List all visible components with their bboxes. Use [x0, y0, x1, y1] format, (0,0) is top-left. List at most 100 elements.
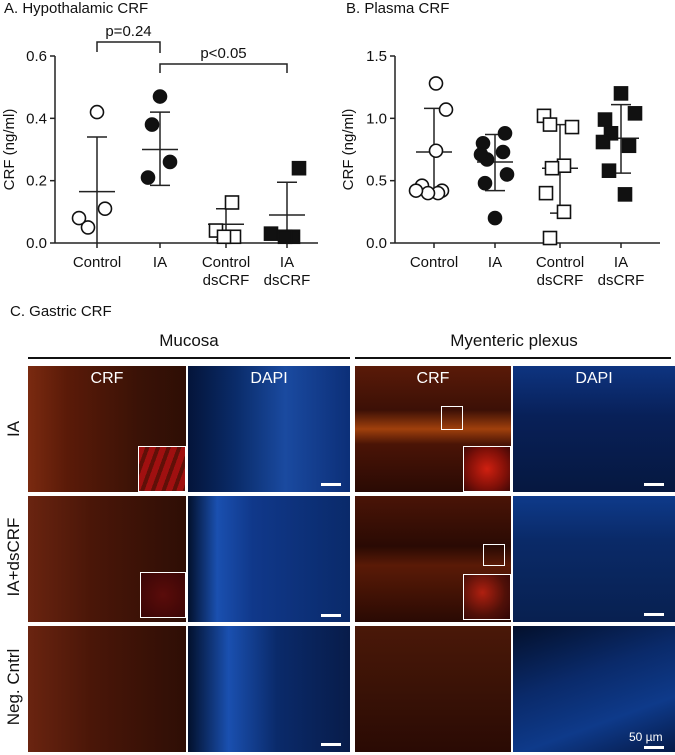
series-control-dscrf	[208, 195, 244, 245]
image-neg-mucosa-dapi	[188, 626, 350, 752]
y-tick-label: 0.5	[366, 173, 387, 190]
data-point	[544, 160, 560, 176]
data-point	[224, 195, 240, 210]
y-tick-label: 0.6	[26, 48, 47, 65]
scale-bar	[321, 483, 341, 486]
series-control	[408, 76, 454, 201]
image-ia-mucosa-crf: CRF	[28, 366, 186, 492]
data-point	[162, 154, 178, 170]
significance-bracket: p=0.24	[96, 23, 161, 53]
data-point	[80, 220, 96, 235]
data-point	[613, 86, 629, 101]
y-tick-label: 0.0	[366, 235, 387, 252]
scale-bar	[321, 614, 341, 617]
data-point	[420, 185, 436, 201]
x-tick-label: dsCRF	[598, 272, 645, 289]
series-ia	[140, 89, 178, 187]
panel-a-title: A. Hypothalamic CRF	[4, 0, 149, 17]
y-tick-label: 1.0	[366, 110, 387, 127]
panel-b-title: B. Plasma CRF	[346, 0, 450, 17]
y-axis-label: CRF (ng/ml)	[340, 109, 357, 191]
row-label-ia: IA	[4, 420, 23, 438]
data-point	[621, 138, 637, 154]
data-point	[71, 210, 87, 226]
image-ia-dscrf-mucosa-crf	[28, 496, 186, 622]
x-tick-label: Control	[410, 254, 458, 271]
group-underline-myenteric	[355, 357, 671, 359]
y-tick-label: 1.5	[366, 48, 387, 65]
scale-bar	[644, 746, 664, 749]
series-ia-dscrf	[595, 86, 643, 202]
bracket-line	[159, 63, 288, 73]
data-point	[556, 158, 572, 174]
group-underline-mucosa	[28, 357, 350, 359]
stain-label: CRF	[90, 370, 124, 387]
x-tick-label: IA	[614, 254, 628, 271]
stain-label: CRF	[416, 370, 450, 387]
group-header-mucosa: Mucosa	[159, 331, 219, 350]
data-point	[595, 134, 611, 150]
data-point	[263, 226, 279, 241]
data-point	[277, 229, 293, 245]
data-point	[542, 117, 558, 132]
image-ia-plexus-dapi: DAPI	[513, 366, 675, 492]
image-ia-mucosa-dapi: DAPI	[188, 366, 350, 492]
significance-label: p=0.24	[105, 23, 151, 40]
row-label-ia-dscrf: IA+dsCRF	[4, 517, 23, 597]
x-tick-label: dsCRF	[537, 272, 584, 289]
inset-zoom	[463, 574, 511, 620]
data-point	[152, 89, 168, 104]
y-tick-label: 0.2	[26, 173, 47, 190]
image-ia-plexus-crf: CRF	[355, 366, 511, 492]
data-point	[144, 117, 160, 132]
x-tick-label: dsCRF	[264, 272, 311, 289]
data-point	[499, 167, 515, 182]
data-point	[617, 187, 633, 202]
x-tick-label: Control	[536, 254, 584, 271]
inset-zoom	[463, 446, 511, 492]
x-tick-label: IA	[488, 254, 502, 271]
series-ia-dscrf	[263, 160, 307, 245]
row-label-neg-cntrl: Neg. Cntrl	[4, 648, 23, 726]
x-tick-label: dsCRF	[203, 272, 250, 289]
data-point	[428, 76, 444, 91]
data-point	[477, 175, 493, 191]
stain-label: DAPI	[250, 370, 288, 387]
scale-bar	[644, 613, 664, 616]
scale-label: 50 µm	[629, 730, 663, 744]
image-ia-dscrf-mucosa-dapi	[188, 496, 350, 622]
x-tick-label: Control	[73, 254, 121, 271]
scale-bar	[321, 743, 341, 746]
data-point	[408, 183, 424, 198]
panel-c-title: C. Gastric CRF	[10, 303, 112, 320]
data-point	[89, 104, 105, 120]
series-control-dscrf	[536, 108, 580, 246]
y-axis-label: CRF (ng/ml)	[1, 109, 18, 191]
data-point	[495, 144, 511, 160]
bracket-line	[96, 41, 161, 53]
data-point	[564, 119, 580, 135]
stain-label: DAPI	[575, 370, 613, 387]
data-point	[542, 230, 558, 246]
inset-zoom	[138, 446, 186, 492]
series-control	[71, 104, 115, 243]
significance-label: p<0.05	[200, 45, 246, 62]
data-point	[487, 210, 503, 226]
image-neg-plexus-crf	[355, 626, 511, 752]
image-ia-dscrf-plexus-crf	[355, 496, 511, 622]
data-point	[216, 229, 232, 245]
data-point	[291, 160, 307, 176]
data-point	[428, 143, 444, 159]
x-tick-label: IA	[280, 254, 294, 271]
roi-box	[441, 406, 463, 430]
data-point	[556, 204, 572, 220]
data-point	[438, 102, 454, 117]
significance-bracket: p<0.05	[159, 45, 288, 73]
image-neg-plexus-dapi: 50 µm	[513, 626, 675, 752]
y-tick-label: 0.0	[26, 235, 47, 252]
data-point	[473, 147, 489, 162]
roi-box	[483, 544, 505, 566]
x-tick-label: IA	[153, 254, 167, 271]
series-ia	[473, 125, 515, 226]
